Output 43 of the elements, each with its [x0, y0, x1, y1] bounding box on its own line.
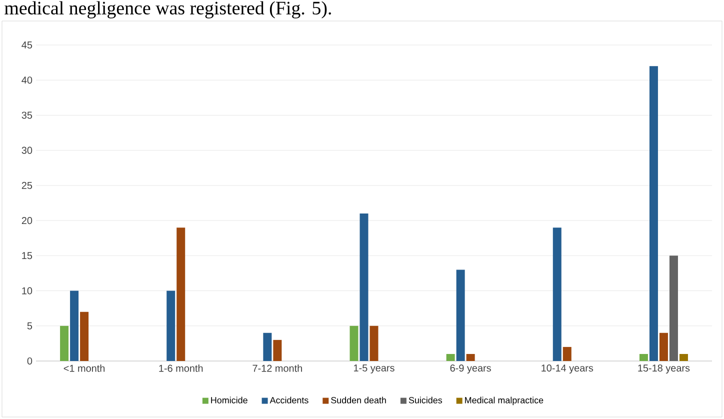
- x-tick-label: 10-14 years: [542, 364, 594, 374]
- bar: [446, 354, 455, 361]
- bar: [70, 290, 79, 361]
- x-tick-label: 6-9 years: [450, 364, 491, 374]
- y-tick-label: 40: [22, 76, 32, 84]
- y-tick-label: 25: [22, 182, 32, 189]
- y-tick-label: 30: [22, 146, 32, 154]
- bar: [60, 326, 69, 361]
- legend-label: Medical malpractice: [465, 396, 544, 406]
- bar: [659, 332, 668, 361]
- bar: [456, 270, 465, 361]
- bar: [669, 256, 678, 361]
- bar: [263, 332, 272, 361]
- x-tick-label: 15-18 years: [638, 364, 690, 374]
- y-tick-label: 35: [22, 112, 32, 119]
- x-tick-label: 1-5 years: [354, 364, 394, 374]
- text: medical negligence was registered (Fig. 5).: [4, 1, 331, 18]
- bar: [350, 326, 358, 361]
- bar: [679, 354, 688, 361]
- legend-label: Sudden death: [331, 396, 386, 404]
- bar: [166, 290, 176, 361]
- bar: [466, 354, 475, 361]
- bar: [552, 228, 562, 361]
- y-tick-label: 15: [22, 252, 32, 260]
- legend-label: Suicides: [408, 396, 442, 404]
- legend-label: Homicide: [211, 396, 248, 404]
- y-tick-label: 20: [22, 217, 32, 224]
- x-tick-label: <1 month: [64, 364, 105, 372]
- y-tick-label: 5: [27, 322, 32, 330]
- bar: [639, 354, 648, 361]
- y-tick-label: 45: [22, 42, 32, 48]
- bar: [273, 340, 282, 361]
- y-tick-label: 10: [22, 287, 32, 294]
- legend-label: Accidents: [270, 396, 308, 404]
- bar: [562, 346, 572, 361]
- bar: [176, 228, 186, 361]
- x-tick-label: 7-12 month: [252, 364, 302, 372]
- bar: [360, 214, 368, 361]
- bar: [649, 66, 658, 361]
- bar: [370, 326, 378, 361]
- y-tick-label: 0: [27, 357, 32, 365]
- bar: [80, 312, 89, 361]
- x-tick-label: 1-6 month: [159, 364, 203, 372]
